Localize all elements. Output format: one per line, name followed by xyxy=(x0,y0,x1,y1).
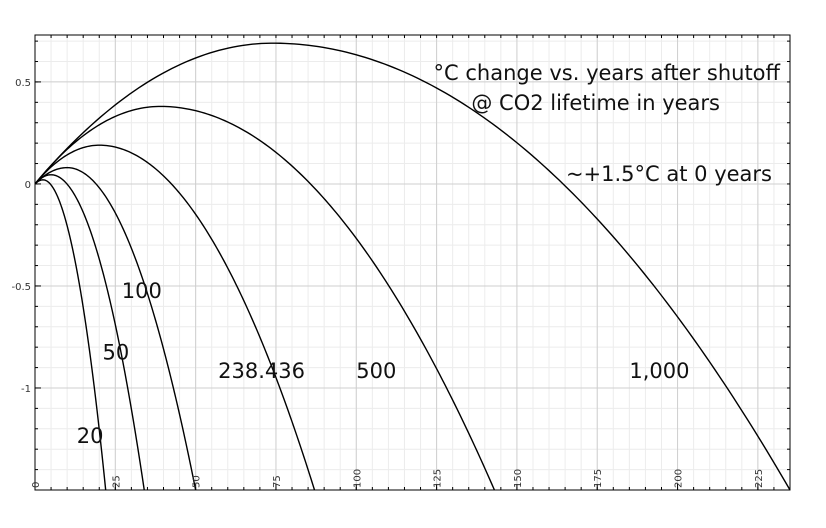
curves xyxy=(34,42,791,491)
series-line-500 xyxy=(34,105,496,491)
x-tick-label: 225 xyxy=(754,469,765,488)
plot-frame xyxy=(34,34,791,491)
annotation-initial: ~+1.5°C at 0 years xyxy=(566,162,772,186)
series-label: 100 xyxy=(122,279,162,303)
series-label: 20 xyxy=(77,424,104,448)
series-line-50 xyxy=(34,174,145,491)
x-tick-label: 75 xyxy=(272,475,283,488)
y-tick-label: 0.5 xyxy=(15,78,31,89)
x-tick-label: 200 xyxy=(674,469,685,488)
series-line-20 xyxy=(34,179,107,491)
annotation-title: °C change vs. years after shutoff xyxy=(434,61,781,85)
series-line-238436 xyxy=(34,144,316,491)
x-tick-label: 150 xyxy=(513,469,524,488)
series-label: 50 xyxy=(102,340,129,364)
plot-background xyxy=(35,35,790,490)
y-tick-label: 0 xyxy=(25,180,31,191)
x-tick-label: 175 xyxy=(593,469,604,488)
y-tick-label: -0.5 xyxy=(11,282,31,293)
x-tick-label: 50 xyxy=(192,475,203,488)
x-tick-label: 125 xyxy=(433,469,444,488)
series-line-100 xyxy=(34,166,197,491)
curve-labels: 20 50 100 238.436 500 1,000 xyxy=(77,279,690,448)
series-line-1000 xyxy=(34,42,791,491)
x-tick-label: 0 xyxy=(31,482,42,488)
x-tick-label: 25 xyxy=(111,475,122,488)
series-label: 238.436 xyxy=(218,359,305,383)
tick-labels: 0 25 50 75 100 125 150 175 200 225 0.5 0 -0.5 -1 xyxy=(11,78,764,488)
y-tick-label: -1 xyxy=(21,384,31,395)
annotation-subtitle: @ CO2 lifetime in years xyxy=(471,91,720,115)
x-tick-label: 100 xyxy=(352,469,363,488)
series-label: 500 xyxy=(356,359,396,383)
series-label: 1,000 xyxy=(629,359,689,383)
